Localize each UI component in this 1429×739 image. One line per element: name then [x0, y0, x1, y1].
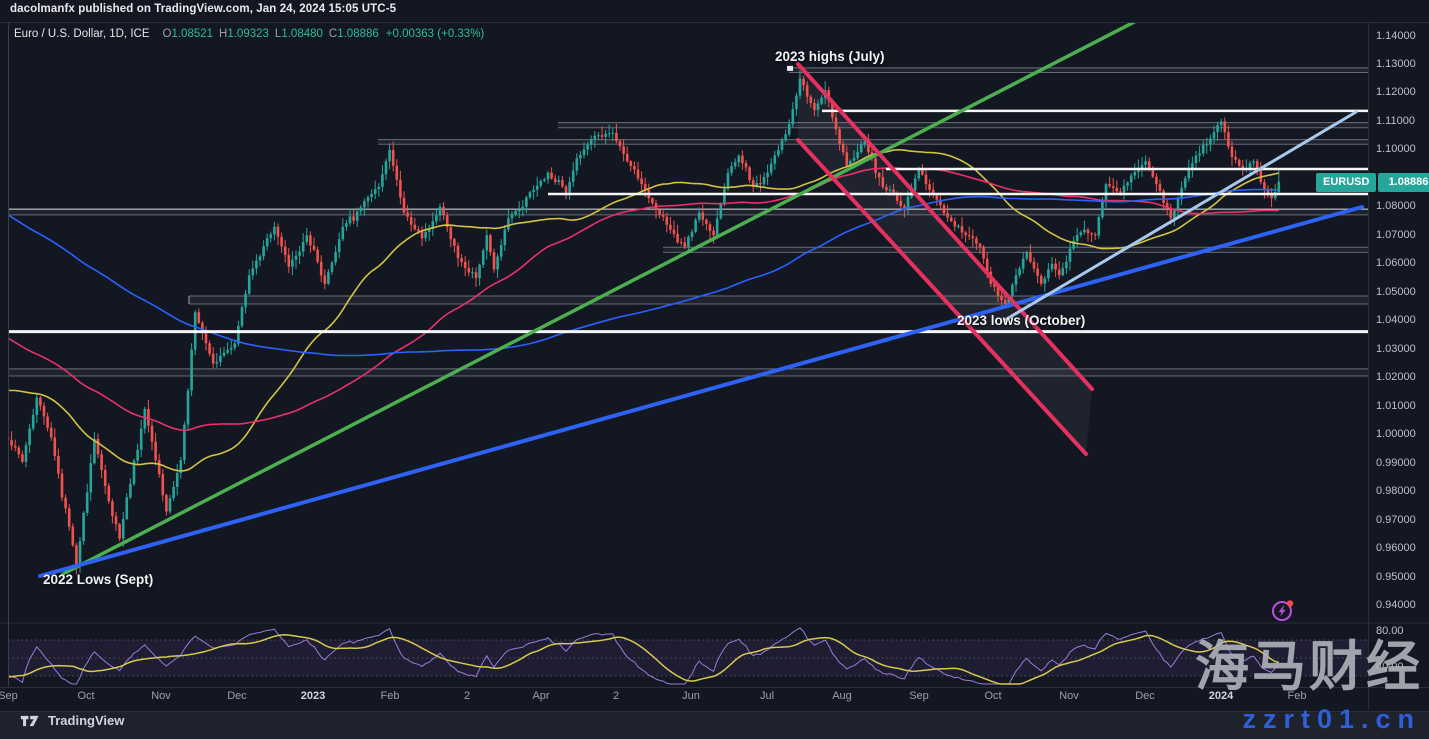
tradingview-logo-text: TradingView	[48, 713, 125, 728]
time-axis-label: 2024	[1208, 690, 1234, 702]
ascending-support-green[interactable]	[61, 19, 1140, 576]
time-axis-label: Dec	[227, 690, 247, 702]
time-axis-label: Feb	[380, 690, 400, 702]
time-axis-label: Jun	[682, 690, 700, 702]
time-axis-label: Oct	[984, 690, 1002, 702]
time-axis-label: 2	[463, 690, 471, 702]
close-value: 1.08886	[337, 28, 379, 40]
main-pane[interactable]	[2, 19, 1368, 578]
price-axis-label: 0.97000	[1376, 513, 1416, 526]
published-byline: dacolmanfx published on TradingView.com,…	[10, 3, 397, 15]
time-axis-label: 2	[612, 690, 620, 702]
last-price-value: 1.08886	[1378, 173, 1429, 192]
price-axis-label: 1.11000	[1376, 114, 1415, 127]
candles-up-bodies	[24, 78, 1281, 566]
time-axis-label: Sep	[909, 690, 929, 702]
price-axis-label: 1.06000	[1376, 257, 1416, 270]
time-axis-label: Nov	[1059, 690, 1079, 702]
header-divider	[0, 22, 1429, 23]
chart-annotation: 2022 Lows (Sept)	[43, 572, 154, 587]
price-zone[interactable]	[787, 65, 1368, 73]
price-axis-label: 1.14000	[1376, 29, 1416, 42]
price-axis-label: 1.13000	[1376, 57, 1416, 70]
symbol-legend[interactable]: Euro / U.S. Dollar, 1D, ICE O1.08521 H1.09…	[14, 28, 484, 40]
price-zone[interactable]	[378, 139, 1368, 145]
rsi-band	[8, 640, 1368, 676]
price-axis-label: 1.01000	[1376, 399, 1416, 412]
open-label: O	[162, 28, 172, 40]
open-value: 1.08521	[171, 28, 214, 40]
price-axis-label: 1.12000	[1376, 86, 1416, 99]
low-value: 1.08480	[281, 28, 323, 40]
rsi-axis-label: 80.00	[1376, 624, 1404, 637]
descending-channel-fill	[798, 64, 1092, 454]
time-axis-label: Sep	[0, 690, 18, 702]
time-axis-label: Jul	[759, 690, 775, 702]
last-price-tag: EURUSD 1.08886	[1316, 173, 1429, 192]
time-axis-label: Nov	[151, 690, 171, 702]
price-axis-label: 0.94000	[1376, 599, 1416, 611]
rsi-ma-line	[8, 634, 1279, 685]
price-axis-label: 1.07000	[1376, 228, 1416, 241]
high-value: 1.09323	[227, 28, 269, 40]
price-zone[interactable]	[8, 208, 1368, 216]
descending-channel-upper[interactable]	[796, 62, 1094, 391]
sma-50-line[interactable]	[8, 149, 1279, 472]
watermark-cjk: 海马财经	[1195, 637, 1423, 697]
low-label: L	[274, 28, 282, 40]
rsi-pane[interactable]	[8, 627, 1368, 685]
price-axis-label: 1.08000	[1376, 200, 1416, 213]
footer-bar	[0, 711, 1429, 739]
ascending-support-blue[interactable]	[38, 205, 1364, 578]
symbol-title: Euro / U.S. Dollar, 1D, ICE	[14, 28, 150, 40]
chart-annotation: 2023 lows (October)	[957, 313, 1086, 328]
lightning-badge-icon[interactable]	[1270, 598, 1296, 624]
price-zone[interactable]	[663, 246, 1368, 253]
time-axis-label: Aug	[832, 690, 852, 702]
watermark-url: zzrt01.cn	[1242, 704, 1421, 734]
close-label: C	[328, 28, 338, 40]
time-axis-label: Oct	[77, 690, 95, 702]
time-axis-label: 2023	[300, 690, 326, 702]
descending-channel-lower[interactable]	[796, 138, 1088, 456]
tradingview-logo-icon	[20, 715, 39, 726]
price-axis-label: 1.10000	[1376, 143, 1416, 156]
price-axis-label: 1.05000	[1376, 285, 1416, 298]
price-axis-label: 0.99000	[1376, 456, 1416, 469]
last-price-symbol: EURUSD	[1316, 173, 1377, 192]
price-axis-label: 1.00000	[1376, 428, 1416, 441]
time-axis-label: Dec	[1135, 690, 1155, 702]
tradingview-logo[interactable]: TradingView	[20, 713, 124, 728]
price-zone[interactable]	[188, 295, 1368, 305]
rsi-axis-label: 40.00	[1376, 661, 1404, 673]
price-axis-label: 1.02000	[1376, 371, 1416, 384]
price-axis-label: 1.04000	[1376, 314, 1416, 327]
change-value: +0.00363 (+0.33%)	[385, 28, 485, 40]
price-axis-label: 0.98000	[1376, 485, 1416, 498]
chart-annotation: 2023 highs (July)	[775, 49, 885, 64]
high-label: H	[219, 28, 228, 40]
ascending-trendline-lightblue[interactable]	[1003, 110, 1358, 322]
price-axis-label: 1.03000	[1376, 342, 1416, 355]
time-axis-label: Feb	[1287, 690, 1307, 702]
price-axis-label: 0.95000	[1376, 570, 1416, 583]
sma-200-line[interactable]	[8, 188, 1279, 357]
sma-100-line[interactable]	[8, 167, 1279, 432]
price-axis-label: 0.96000	[1376, 542, 1416, 555]
time-axis-label: Apr	[532, 690, 550, 702]
price-zone[interactable]	[558, 122, 1368, 129]
price-zone[interactable]	[2, 368, 1368, 377]
